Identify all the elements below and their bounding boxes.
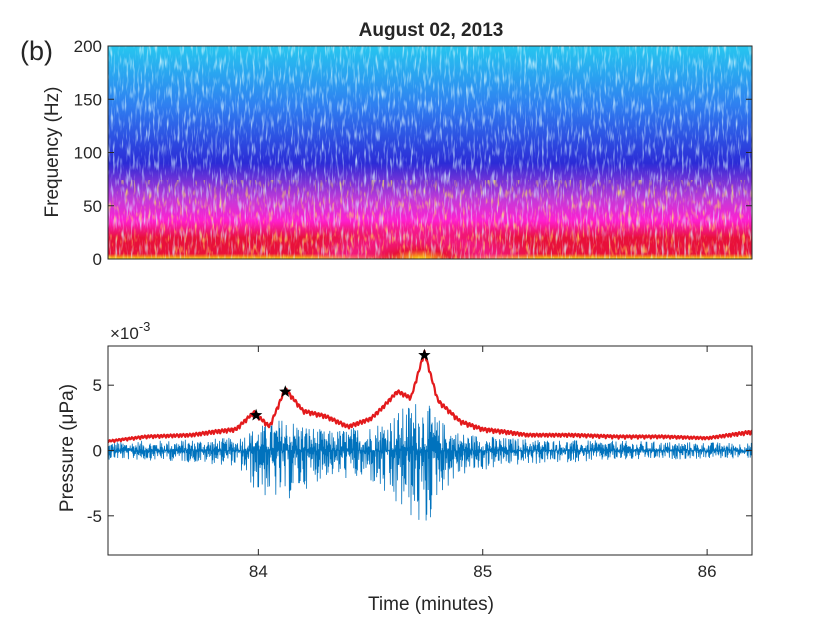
peak-star-marker bbox=[249, 408, 263, 421]
spectrogram-title: August 02, 2013 bbox=[359, 20, 504, 41]
spectrogram-ylabel: Frequency (Hz) bbox=[42, 87, 63, 218]
pressure-x-ticks: 84 85 86 bbox=[249, 346, 717, 581]
waveform-series bbox=[108, 404, 752, 521]
spectrogram-ytick-label: 50 bbox=[83, 197, 102, 216]
spectrogram-y-ticks: 0 50 100 150 200 bbox=[74, 37, 752, 269]
peak-star-marker bbox=[418, 348, 431, 361]
peak-markers bbox=[249, 348, 431, 421]
pressure-panel: -5 0 5 84 85 86 ×10-3 Pressure (μPa) Time (m… bbox=[57, 319, 753, 615]
spectrogram-ytick-label: 100 bbox=[74, 144, 102, 163]
spectrogram-ytick-label: 0 bbox=[93, 250, 102, 269]
y-exponent-label: ×10-3 bbox=[110, 319, 150, 343]
spectrogram-image bbox=[108, 46, 752, 259]
pressure-xtick-label: 86 bbox=[698, 562, 717, 581]
pressure-xtick-label: 84 bbox=[249, 562, 268, 581]
spectrogram-panel: August 02, 2013 0 50 100 150 200 Frequency (… bbox=[42, 20, 753, 269]
pressure-xtick-label: 85 bbox=[473, 562, 492, 581]
pressure-ytick-label: 0 bbox=[93, 442, 102, 461]
panel-tag: (b) bbox=[20, 36, 53, 66]
spectrogram-ytick-label: 200 bbox=[74, 37, 102, 56]
pressure-ytick-label: 5 bbox=[93, 376, 102, 395]
envelope-series bbox=[108, 349, 752, 444]
pressure-y-ticks: -5 0 5 bbox=[87, 376, 752, 526]
pressure-ytick-label: -5 bbox=[87, 507, 102, 526]
spectrogram-ytick-label: 150 bbox=[74, 90, 102, 109]
pressure-xlabel: Time (minutes) bbox=[368, 594, 494, 615]
peak-star-marker bbox=[279, 385, 292, 397]
pressure-ylabel: Pressure (μPa) bbox=[57, 384, 78, 512]
